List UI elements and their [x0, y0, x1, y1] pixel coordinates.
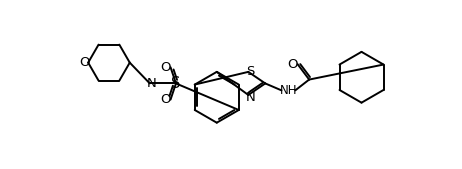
Text: O: O — [288, 58, 298, 71]
Text: S: S — [171, 76, 181, 91]
Text: S: S — [246, 65, 255, 78]
Text: O: O — [79, 56, 90, 69]
Text: N: N — [246, 91, 255, 104]
Text: O: O — [161, 61, 171, 74]
Text: N: N — [147, 77, 157, 90]
Text: O: O — [161, 93, 171, 106]
Text: NH: NH — [280, 84, 297, 97]
